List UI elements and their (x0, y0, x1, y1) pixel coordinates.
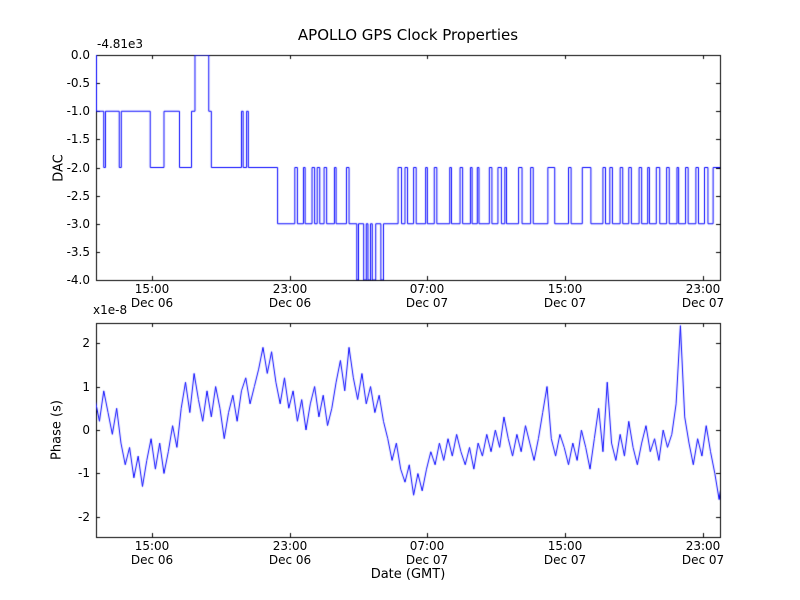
dac-axis-offset-text: -4.81e3 (97, 37, 144, 51)
y-tick-label: -1.5 (66, 131, 90, 146)
y-tick-label: -0.5 (66, 75, 90, 90)
x-tick-label-time: 15:00 (547, 539, 583, 553)
y-tick-label: 0.0 (70, 47, 90, 62)
y-tick-label: -2.0 (66, 160, 90, 175)
y-tick-label: 1 (82, 379, 90, 394)
x-tick-label-date: Dec 07 (543, 296, 587, 310)
x-tick-label-date: Dec 06 (130, 296, 174, 310)
x-tick-label-time: 07:00 (409, 282, 445, 296)
x-tick-label-date: Dec 07 (543, 553, 587, 567)
chart-title: APOLLO GPS Clock Properties (297, 26, 519, 44)
x-tick-label-time: 23:00 (685, 539, 721, 553)
y-tick-label: -3.5 (66, 244, 90, 259)
x-tick-label-time: 23:00 (272, 539, 308, 553)
x-tick-label-date: Dec 06 (268, 296, 312, 310)
x-tick-label-date: Dec 07 (681, 296, 725, 310)
x-tick-label-date: Dec 06 (130, 553, 174, 567)
x-tick-label-date: Dec 07 (681, 553, 725, 567)
y-tick-label: -2 (78, 509, 90, 524)
x-tick-label-time: 15:00 (134, 282, 170, 296)
y-tick-label: -2.5 (66, 188, 90, 203)
x-axis-label: Date (GMT) (370, 567, 446, 582)
x-tick-label-date: Dec 06 (268, 553, 312, 567)
phase-axis-scale-text: x1e-8 (93, 303, 128, 317)
x-tick-label-date: Dec 07 (405, 296, 449, 310)
x-tick-label-time: 15:00 (547, 282, 583, 296)
x-tick-label-time: 23:00 (685, 282, 721, 296)
y-tick-label: -1.0 (66, 103, 90, 118)
y-tick-label: 2 (82, 335, 90, 350)
x-tick-label-time: 07:00 (409, 539, 445, 553)
y-tick-label: -1 (78, 465, 90, 480)
y-tick-label: -4.0 (66, 272, 90, 287)
x-tick-label-time: 15:00 (134, 539, 170, 553)
y-tick-label: -3.0 (66, 216, 90, 231)
y-tick-label: 0 (82, 422, 90, 437)
x-tick-label-time: 23:00 (272, 282, 308, 296)
x-tick-label-date: Dec 07 (405, 553, 449, 567)
